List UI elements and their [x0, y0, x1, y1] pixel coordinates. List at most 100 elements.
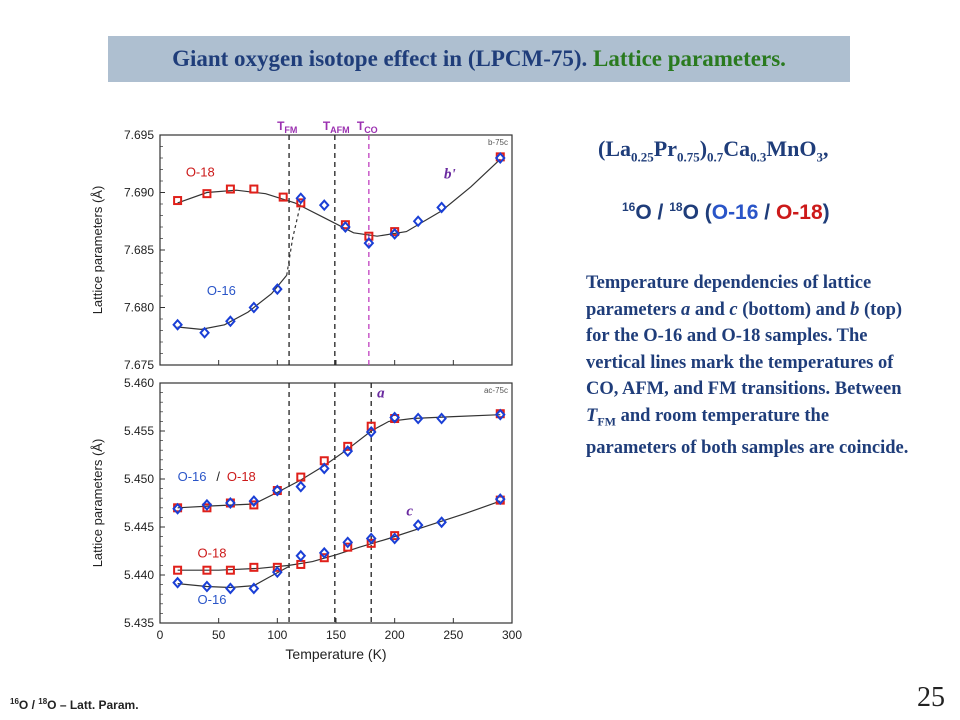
transition-label-fm: TFM [277, 119, 297, 135]
isotope-sup-18: 18 [669, 200, 683, 214]
formula-sub-o: 3 [816, 149, 824, 165]
desc-part-1: Temperature dependencies of lattice para… [586, 273, 872, 320]
formula-part-mno: MnO [766, 136, 817, 161]
top-o-16-point [389, 227, 401, 240]
bottom-o-16-a-point [225, 496, 236, 510]
bottom-y-axis-label: Lattice parameters (Å) [90, 439, 105, 568]
top-y-axis-tick-label: 7.685 [124, 243, 154, 257]
transition-label-t: T [277, 119, 285, 133]
bottom-o-16-c-point [412, 519, 424, 532]
transition-label-co: TCO [357, 119, 378, 135]
top-panel-frame [159, 134, 513, 366]
top-o-16-point [199, 326, 210, 339]
top-o-16-point [318, 199, 330, 212]
x-axis-tick-label: 50 [212, 628, 226, 642]
top-y-axis-label: Lattice parameters (Å) [90, 186, 105, 315]
bottom-panel-tag: ac-75c [484, 386, 508, 395]
top-o-16-point [340, 220, 351, 234]
top-o-18-point [202, 189, 212, 199]
bottom-o-16-a-point [248, 495, 260, 508]
footer-label: 16O / 18O – Latt. Param. [10, 697, 139, 712]
top-y-axis-tick-label: 7.695 [124, 128, 154, 142]
bottom-o-16-c-point [172, 576, 183, 589]
bottom-series-label: / [216, 469, 220, 484]
top-y-axis-tick-label: 7.680 [124, 301, 154, 315]
bottom-y-axis-tick-label: 5.450 [124, 472, 154, 486]
bottom-o-16-c-point [318, 546, 330, 559]
bottom-o-16-a-point [412, 412, 424, 425]
bottom-y-axis-tick-label: 5.445 [124, 520, 154, 534]
desc-b: b [850, 299, 860, 320]
title-part-1: Giant oxygen isotope effect in (LPCM-75)… [172, 46, 588, 71]
bottom-series-label: O-16 [178, 469, 207, 484]
top-o-18-point [296, 198, 306, 208]
isotope-label: 16O / 18O (O-16 / O-18) [622, 200, 830, 225]
bottom-o-16-a-point [318, 462, 330, 475]
a-fit [177, 414, 501, 509]
bottom-o-16-c-point [225, 582, 236, 595]
formula-part-ca: Ca [723, 136, 751, 161]
bottom-series-label: O-16 [198, 592, 227, 607]
bottom-series-label: O-18 [198, 546, 227, 561]
bottom-o-16-a-point [342, 445, 354, 458]
desc-part-4: (top) for the O-16 and O-18 samples. The… [586, 299, 903, 400]
isotope-separator: / [758, 201, 776, 224]
bottom-o-18-c-point [202, 565, 212, 575]
top-o-18-point [225, 184, 235, 194]
transition-label-sub: CO [364, 125, 378, 135]
top-o-16-point [363, 237, 375, 250]
top-series-label: O-18 [186, 164, 215, 179]
bottom-o-16-c-point [365, 532, 377, 545]
bottom-o-18-a-point [249, 500, 259, 510]
footer-sup-18: 18 [38, 697, 48, 706]
top-series-label: O-16 [207, 283, 236, 298]
top-panel-tag: b-75c [488, 138, 508, 147]
isotope-o16: O-16 [711, 201, 759, 224]
formula-sub-la: 0.25 [631, 149, 654, 165]
transition-label-afm: TAFM [323, 119, 350, 135]
transition-label-sub: FM [284, 125, 297, 135]
desc-a: a [681, 299, 691, 320]
bottom-series-label: O-18 [227, 469, 256, 484]
bottom-o-16-a-point [271, 484, 283, 497]
bottom-o-16-a-point [172, 502, 183, 515]
title-bar: Giant oxygen isotope effect in (LPCM-75)… [108, 36, 850, 82]
bottom-o-16-c-point [342, 536, 354, 549]
isotope-o1: O / [635, 201, 670, 224]
curve-label-a: a [377, 385, 385, 401]
curve-label-b: b' [444, 167, 456, 183]
bottom-o-16-a-point [494, 408, 506, 421]
isotope-o2: O ( [682, 201, 712, 224]
chemical-formula: (La0.25Pr0.75)0.7Ca0.3MnO3, [598, 136, 829, 165]
bottom-o-18-c-point [366, 538, 376, 548]
x-axis-tick-label: 150 [326, 628, 346, 642]
description-text: Temperature dependencies of lattice para… [586, 270, 916, 461]
desc-fm: FM [597, 414, 616, 429]
bottom-o-16-a-point [389, 411, 401, 424]
isotope-close: ) [822, 201, 830, 224]
top-o-16-point [412, 215, 424, 228]
bottom-o-16-a-point [201, 498, 213, 511]
fit-curve-o-18 [177, 158, 501, 237]
bottom-o-18-c-point [319, 553, 329, 563]
top-o-18-point [249, 184, 259, 194]
footer-t2: O – Latt. Param. [47, 698, 139, 712]
x-axis-tick-label: 250 [443, 628, 463, 642]
x-axis-tick-label: 200 [385, 628, 405, 642]
bottom-o-16-c-point [248, 582, 260, 595]
bottom-o-18-a-point [296, 472, 306, 482]
c-fit-o-16 [177, 565, 290, 589]
slide-title: Giant oxygen isotope effect in (LPCM-75)… [172, 46, 786, 72]
bottom-o-16-c-point [271, 566, 283, 579]
top-o-18-point [278, 192, 288, 202]
formula-part-comma: , [823, 136, 829, 161]
c-fit-o-18 [177, 500, 501, 571]
top-o-16-point [248, 301, 260, 314]
formula-sub-pr: 0.75 [676, 149, 700, 165]
footer-t1: O / [18, 698, 39, 712]
top-o-16-point [295, 192, 307, 205]
bottom-o-18-c-point [390, 531, 400, 541]
formula-part-la: (La [598, 136, 631, 161]
top-o-18-point [173, 196, 183, 206]
top-o-16-point [494, 151, 506, 165]
